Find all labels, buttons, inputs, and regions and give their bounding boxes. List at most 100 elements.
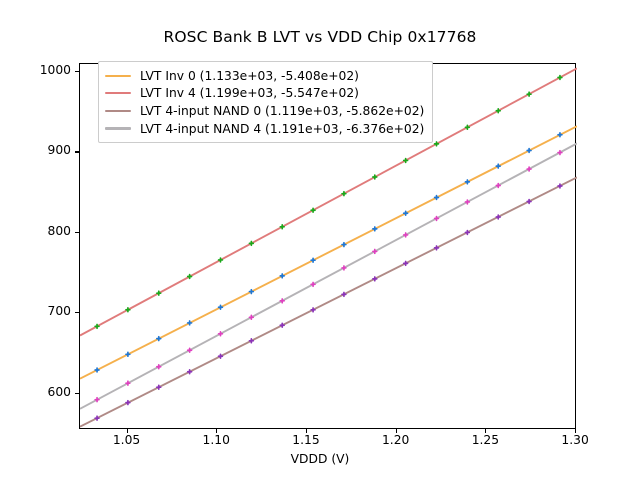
data-point (310, 307, 316, 313)
data-point (402, 232, 409, 238)
y-axis-tick-label: 900 (47, 143, 71, 158)
series-fit-line-1 (80, 67, 577, 337)
data-point (186, 320, 193, 326)
data-point (248, 338, 255, 344)
plot-svg (80, 67, 577, 428)
data-point (156, 290, 162, 296)
data-point (526, 198, 532, 205)
chart-legend: LVT Inv 0 (1.133e+03, -5.408e+02) LVT Inv… (98, 61, 434, 144)
x-axis-tick (216, 429, 218, 433)
data-point (433, 215, 440, 222)
data-point (402, 157, 409, 164)
legend-color-swatch (105, 127, 131, 130)
data-point (94, 323, 100, 330)
x-axis-tick (395, 429, 397, 433)
series-fit-line-0 (80, 125, 577, 380)
data-point (372, 226, 378, 232)
data-point (310, 257, 316, 263)
data-point (372, 174, 378, 180)
data-point (433, 141, 440, 147)
data-point (557, 132, 563, 138)
x-axis-tick-label: 1.05 (112, 433, 141, 447)
data-point (94, 396, 100, 403)
x-axis-tick (575, 429, 577, 433)
legend-item-0[interactable]: LVT Inv 0 (1.133e+03, -5.408e+02) (105, 67, 424, 85)
x-axis-tick-label: 1.30 (561, 433, 589, 447)
legend-color-swatch (105, 74, 131, 77)
data-point (125, 380, 131, 386)
series-markers-2 (94, 183, 563, 421)
data-point (433, 194, 440, 201)
x-axis-tick-label: 1.15 (292, 433, 320, 447)
legend-color-swatch (105, 109, 131, 113)
data-point (402, 210, 409, 216)
data-point (156, 384, 162, 390)
data-point (341, 265, 347, 271)
data-point (186, 369, 193, 375)
data-point (372, 248, 378, 255)
x-axis-tick (305, 429, 308, 433)
y-axis-tick-label: 600 (47, 384, 71, 399)
data-point (526, 147, 532, 154)
data-point (495, 163, 501, 169)
data-point (94, 415, 100, 421)
legend-item-3[interactable]: LVT 4-input NAND 4 (1.191e+03, -6.376e+0… (105, 120, 424, 138)
data-point (341, 241, 347, 248)
y-axis-tick-label: 1000 (39, 63, 71, 78)
data-point (310, 207, 316, 213)
data-point (464, 229, 471, 236)
y-axis-tick (75, 312, 79, 314)
x-axis-label: VDDD (V) (290, 452, 350, 466)
data-point (156, 335, 162, 342)
data-point (217, 304, 224, 310)
data-point (495, 107, 501, 114)
data-point (341, 190, 347, 197)
data-point (557, 183, 563, 189)
y-axis-tick (75, 392, 79, 394)
data-point (310, 281, 316, 288)
data-point (125, 399, 131, 406)
legend-item-label: LVT 4-input NAND 0 (1.119e+03, -5.862e+0… (140, 103, 425, 118)
data-point (248, 314, 255, 321)
y-axis-label: ROSC (MHz) (0, 172, 1, 246)
x-axis-tick (126, 429, 128, 433)
x-axis-tick (485, 429, 487, 433)
legend-item-1[interactable]: LVT Inv 4 (1.199e+03, -5.547e+02) (105, 85, 424, 103)
data-point (94, 367, 100, 373)
legend-item-label: LVT 4-input NAND 4 (1.191e+03, -6.376e+0… (140, 121, 425, 136)
legend-item-label: LVT Inv 0 (1.133e+03, -5.408e+02) (140, 68, 359, 83)
data-point (464, 199, 471, 205)
legend-item-label: LVT Inv 4 (1.199e+03, -5.547e+02) (140, 86, 359, 101)
data-point (279, 322, 285, 329)
series-fit-line-3 (80, 142, 577, 410)
data-point (248, 240, 255, 247)
y-axis-tick (75, 151, 79, 153)
data-point (464, 124, 471, 131)
data-point (125, 306, 131, 313)
data-point (217, 257, 224, 263)
x-axis-tick-label: 1.25 (471, 433, 500, 447)
data-point (279, 224, 285, 230)
y-axis-tick (75, 71, 79, 73)
data-point (248, 288, 255, 295)
data-point (402, 260, 409, 267)
data-point (279, 298, 285, 304)
data-point (186, 347, 193, 354)
data-point (341, 291, 347, 298)
data-point (217, 353, 224, 359)
y-axis-tick-label: 700 (47, 304, 71, 319)
data-point (526, 91, 532, 97)
data-point (557, 149, 563, 156)
data-point (186, 273, 193, 280)
y-axis-tick-label: 800 (47, 223, 71, 238)
series-markers-3 (94, 149, 563, 403)
data-point (495, 182, 501, 189)
data-point (279, 273, 285, 279)
series-fit-line-2 (80, 176, 577, 428)
data-point (156, 364, 162, 370)
data-point (557, 74, 563, 81)
legend-item-2[interactable]: LVT 4-input NAND 0 (1.119e+03, -5.862e+0… (105, 102, 424, 120)
x-axis-tick-label: 1.10 (202, 433, 230, 447)
series-markers-0 (94, 132, 563, 373)
